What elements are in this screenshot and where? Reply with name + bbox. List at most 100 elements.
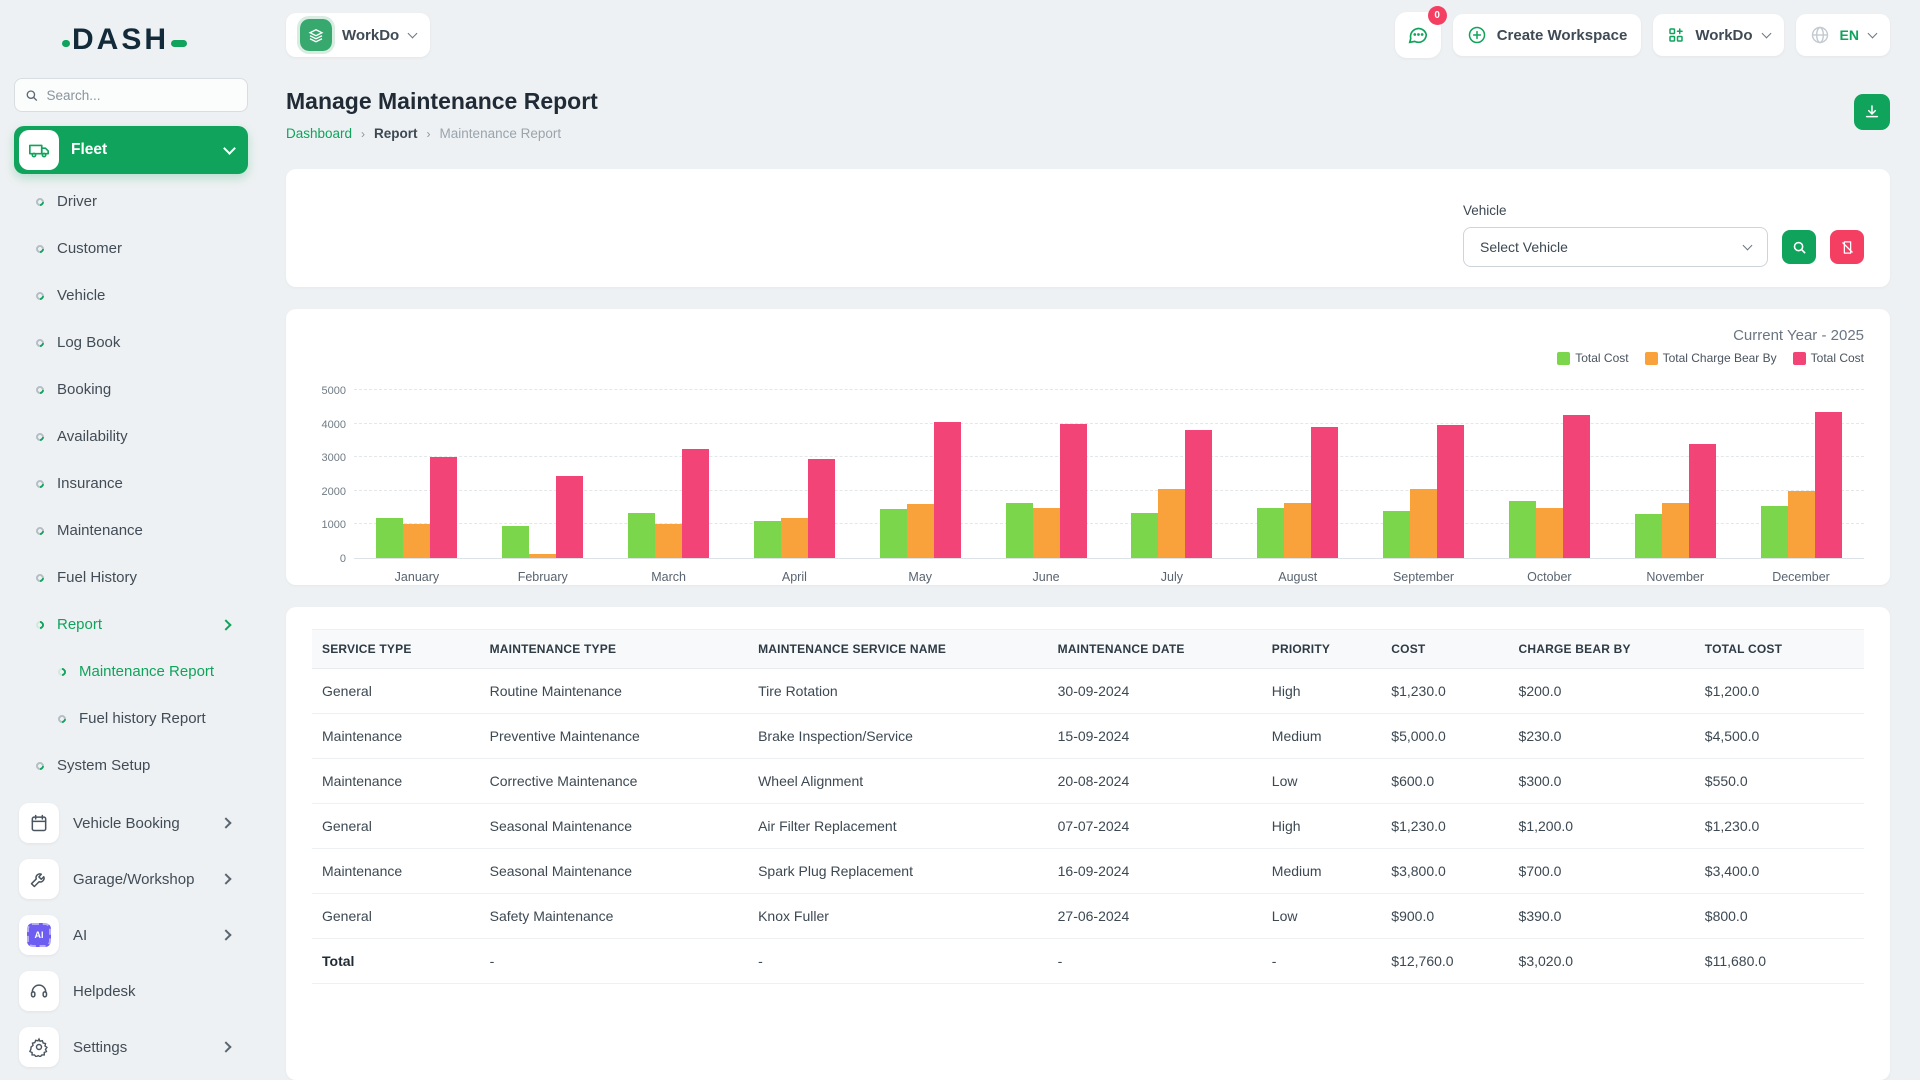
table-cell: Low (1262, 759, 1382, 804)
breadcrumb-dashboard[interactable]: Dashboard (286, 126, 352, 141)
bar-september (1437, 425, 1464, 558)
table-cell: Tire Rotation (748, 669, 1048, 714)
sidebar-item-system-setup[interactable]: System Setup (14, 742, 248, 789)
table-cell: Knox Fuller (748, 894, 1048, 939)
sidebar-item-fleet[interactable]: Fleet (14, 126, 248, 174)
workspace-switcher[interactable]: WorkDo (286, 13, 430, 57)
search-input[interactable] (46, 88, 237, 103)
column-header: PRIORITY (1262, 630, 1382, 669)
sidebar-item-log-book[interactable]: Log Book (14, 319, 248, 366)
download-report-button[interactable] (1854, 94, 1890, 130)
bullet-ring-icon (56, 666, 67, 677)
language-selector[interactable]: EN (1796, 14, 1890, 56)
chevron-down-icon (1761, 29, 1771, 39)
sidebar-item-maintenance[interactable]: Maintenance (14, 507, 248, 554)
table-total-row: Total----$12,760.0$3,020.0$11,680.0 (312, 939, 1864, 984)
chevron-down-icon (223, 142, 236, 155)
topbar-actions: 0 Create Workspace WorkDo EN (1395, 12, 1890, 58)
bar-group-april: April (731, 391, 857, 558)
fleet-van-icon (19, 130, 59, 170)
logo-accent-icon (171, 40, 187, 47)
column-header: SERVICE TYPE (312, 630, 480, 669)
sidebar-bottom-menu: Vehicle BookingGarage/WorkshopAIAIHelpde… (14, 795, 248, 1075)
table-cell: Preventive Maintenance (480, 714, 748, 759)
messages-button[interactable]: 0 (1395, 12, 1441, 58)
apply-filter-button[interactable] (1782, 230, 1816, 264)
sidebar-item-availability[interactable]: Availability (14, 413, 248, 460)
table-cell: Maintenance (312, 849, 480, 894)
table-cell: $1,200.0 (1695, 669, 1864, 714)
sidebar-item-settings[interactable]: Settings (14, 1019, 248, 1075)
sidebar-item-label: System Setup (57, 757, 248, 774)
workspace-name: WorkDo (342, 27, 399, 44)
sidebar-item-insurance[interactable]: Insurance (14, 460, 248, 507)
bar-july (1185, 430, 1212, 558)
table-cell: 15-09-2024 (1048, 714, 1262, 759)
table-cell: General (312, 804, 480, 849)
legend-item[interactable]: Total Charge Bear By (1645, 351, 1777, 365)
bar-may (934, 422, 961, 558)
sidebar-item-vehicle[interactable]: Vehicle (14, 272, 248, 319)
ai-chip-icon: AI (19, 915, 59, 955)
language-code: EN (1840, 27, 1859, 43)
breadcrumb-report[interactable]: Report (374, 126, 418, 141)
sidebar-item-fuel-history[interactable]: Fuel History (14, 554, 248, 601)
bar-march (628, 513, 655, 558)
fleet-label: Fleet (71, 141, 213, 159)
calendar-icon (19, 803, 59, 843)
chart-legend: Total Cost Total Charge Bear By Total Cost (312, 351, 1864, 365)
messages-badge: 0 (1428, 6, 1447, 25)
table-cell: 27-06-2024 (1048, 894, 1262, 939)
sidebar-item-maintenance-report[interactable]: Maintenance Report (14, 648, 248, 695)
logo-text: DASH (72, 23, 169, 57)
sidebar-item-vehicle-booking[interactable]: Vehicle Booking (14, 795, 248, 851)
filter-panel: Vehicle Select Vehicle (286, 169, 1890, 287)
table-cell: Maintenance (312, 759, 480, 804)
table-cell: $1,200.0 (1509, 804, 1695, 849)
wrench-icon (19, 859, 59, 899)
sidebar-item-fuel-history-report[interactable]: Fuel history Report (14, 695, 248, 742)
chevron-down-icon (1743, 241, 1753, 251)
bar-group-february: February (480, 391, 606, 558)
app-logo: DASH (14, 14, 248, 66)
bar-march (655, 524, 682, 558)
bar-january (403, 524, 430, 558)
legend-swatch (1793, 352, 1806, 365)
workdo-menu-label: WorkDo (1695, 27, 1752, 44)
table-cell: - (1262, 939, 1382, 984)
create-workspace-button[interactable]: Create Workspace (1453, 14, 1642, 56)
x-tick-label: August (1235, 570, 1361, 584)
bullet-ring-icon (34, 431, 45, 442)
sidebar-item-driver[interactable]: Driver (14, 178, 248, 225)
sidebar-item-label: Maintenance (57, 522, 248, 539)
sidebar-item-helpdesk[interactable]: Helpdesk (14, 963, 248, 1019)
table-row: MaintenancePreventive MaintenanceBrake I… (312, 714, 1864, 759)
x-tick-label: February (480, 570, 606, 584)
sidebar-item-garage-workshop[interactable]: Garage/Workshop (14, 851, 248, 907)
bar-group-june: June (983, 391, 1109, 558)
sidebar-item-report[interactable]: Report (14, 601, 248, 648)
table-cell: $3,800.0 (1381, 849, 1508, 894)
bar-group-may: May (857, 391, 983, 558)
column-header: TOTAL COST (1695, 630, 1864, 669)
y-tick-label: 5000 (322, 385, 346, 397)
reset-filter-button[interactable] (1830, 230, 1864, 264)
x-tick-label: March (606, 570, 732, 584)
logo-accent-icon (62, 40, 70, 47)
table-cell: $900.0 (1381, 894, 1508, 939)
chart-title: Current Year - 2025 (312, 327, 1864, 344)
vehicle-select[interactable]: Select Vehicle (1463, 227, 1768, 267)
sidebar-item-customer[interactable]: Customer (14, 225, 248, 272)
bar-november (1662, 503, 1689, 558)
sidebar-item-ai[interactable]: AIAI (14, 907, 248, 963)
legend-item[interactable]: Total Cost (1557, 351, 1628, 365)
bar-january (430, 457, 457, 558)
legend-item[interactable]: Total Cost (1793, 351, 1864, 365)
bar-may (880, 509, 907, 558)
bar-january (376, 518, 403, 558)
table-cell: $4,500.0 (1695, 714, 1864, 759)
table-cell: 07-07-2024 (1048, 804, 1262, 849)
bar-april (808, 459, 835, 558)
workdo-menu-button[interactable]: WorkDo (1653, 14, 1783, 56)
sidebar-item-booking[interactable]: Booking (14, 366, 248, 413)
